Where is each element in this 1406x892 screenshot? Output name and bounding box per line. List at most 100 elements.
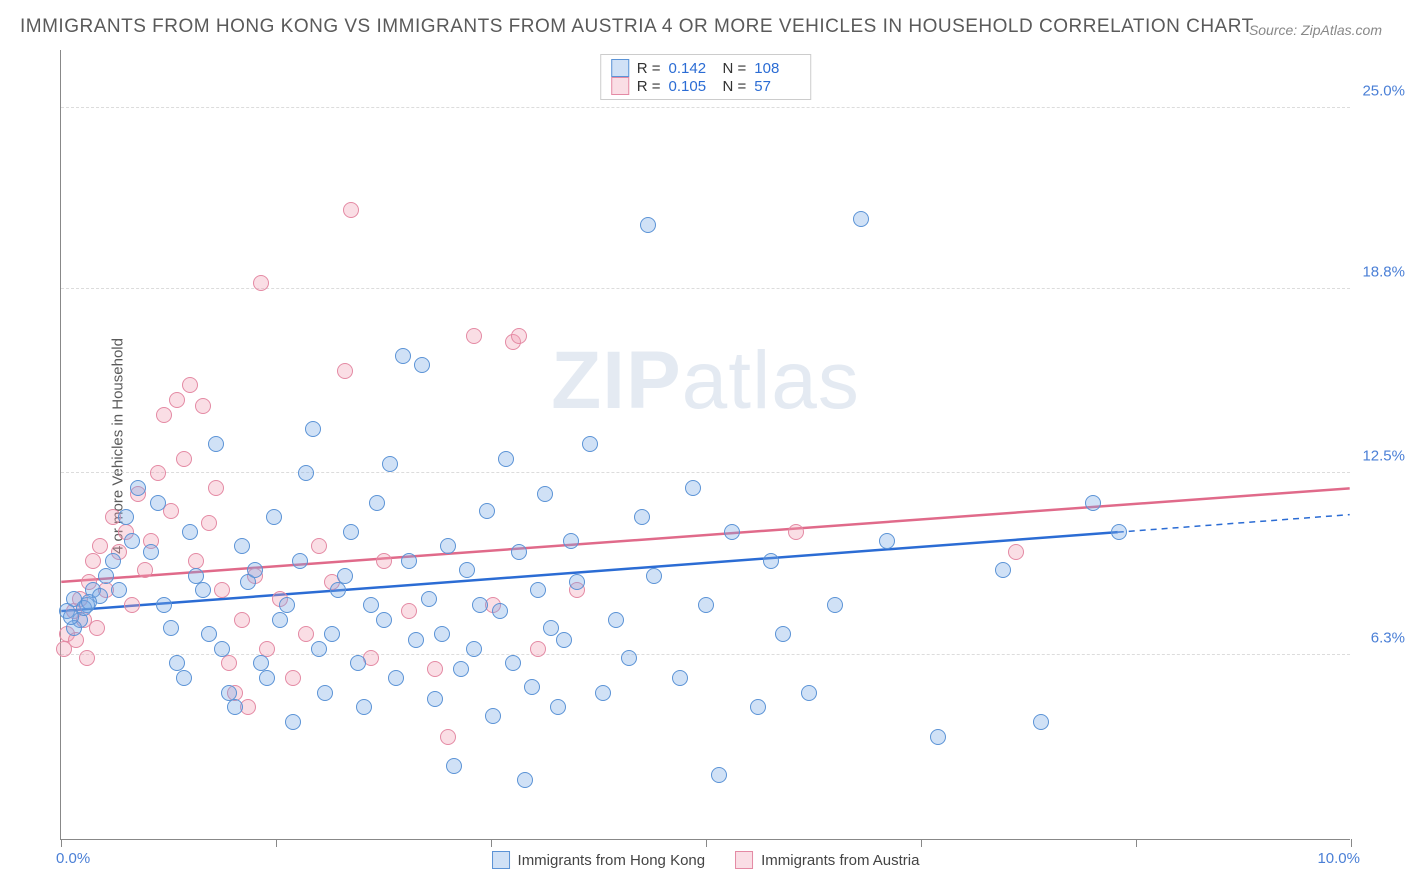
data-point — [788, 524, 804, 540]
gridline — [61, 472, 1350, 473]
data-point — [163, 620, 179, 636]
legend-series: Immigrants from Hong Kong Immigrants fro… — [492, 851, 920, 869]
data-point — [143, 544, 159, 560]
legend-series-label: Immigrants from Austria — [761, 852, 919, 869]
data-point — [330, 582, 346, 598]
data-point — [234, 538, 250, 554]
chart-container: IMMIGRANTS FROM HONG KONG VS IMMIGRANTS … — [0, 0, 1406, 892]
legend-swatch — [611, 77, 629, 95]
data-point — [472, 597, 488, 613]
data-point — [595, 685, 611, 701]
y-tick-label: 18.8% — [1362, 263, 1405, 280]
data-point — [201, 626, 217, 642]
data-point — [356, 699, 372, 715]
data-point — [408, 632, 424, 648]
data-point — [227, 699, 243, 715]
x-tick — [1351, 839, 1352, 847]
data-point — [369, 495, 385, 511]
data-point — [285, 670, 301, 686]
legend-stats: R = 0.142 N = 108 R = 0.105 N = 57 — [600, 54, 812, 100]
data-point — [440, 538, 456, 554]
data-point — [150, 495, 166, 511]
data-point — [150, 465, 166, 481]
data-point — [388, 670, 404, 686]
x-tick — [921, 839, 922, 847]
data-point — [530, 582, 546, 598]
data-point — [530, 641, 546, 657]
data-point — [111, 582, 127, 598]
data-point — [169, 655, 185, 671]
y-tick-label: 25.0% — [1362, 82, 1405, 99]
data-point — [221, 655, 237, 671]
legend-n-value: 108 — [754, 60, 800, 77]
data-point — [188, 553, 204, 569]
data-point — [537, 486, 553, 502]
data-point — [343, 202, 359, 218]
data-point — [176, 451, 192, 467]
data-point — [343, 524, 359, 540]
data-point — [672, 670, 688, 686]
data-point — [253, 655, 269, 671]
data-point — [621, 650, 637, 666]
trendline — [1118, 515, 1350, 533]
data-point — [182, 524, 198, 540]
data-point — [169, 392, 185, 408]
data-point — [214, 582, 230, 598]
data-point — [498, 451, 514, 467]
source-attribution: Source: ZipAtlas.com — [1249, 22, 1382, 38]
data-point — [337, 363, 353, 379]
data-point — [266, 509, 282, 525]
data-point — [563, 533, 579, 549]
data-point — [137, 562, 153, 578]
data-point — [750, 699, 766, 715]
data-point — [401, 603, 417, 619]
data-point — [853, 211, 869, 227]
data-point — [253, 275, 269, 291]
data-point — [188, 568, 204, 584]
x-tick-label-last: 10.0% — [1317, 850, 1360, 867]
data-point — [201, 515, 217, 531]
data-point — [446, 758, 462, 774]
legend-r-label: R = — [637, 78, 661, 95]
x-tick — [491, 839, 492, 847]
data-point — [130, 480, 146, 496]
legend-swatch — [735, 851, 753, 869]
data-point — [350, 655, 366, 671]
data-point — [311, 641, 327, 657]
data-point — [92, 538, 108, 554]
data-point — [698, 597, 714, 613]
data-point — [272, 612, 288, 628]
data-point — [685, 480, 701, 496]
data-point — [63, 609, 79, 625]
data-point — [214, 641, 230, 657]
data-point — [427, 661, 443, 677]
trendline — [61, 532, 1117, 611]
legend-r-value: 0.105 — [669, 78, 715, 95]
data-point — [195, 582, 211, 598]
data-point — [89, 620, 105, 636]
data-point — [485, 708, 501, 724]
data-point — [930, 729, 946, 745]
data-point — [608, 612, 624, 628]
data-point — [517, 772, 533, 788]
x-tick — [276, 839, 277, 847]
trendlines-svg — [61, 50, 1350, 839]
data-point — [285, 714, 301, 730]
legend-swatch — [611, 59, 629, 77]
data-point — [337, 568, 353, 584]
data-point — [305, 421, 321, 437]
data-point — [124, 533, 140, 549]
data-point — [414, 357, 430, 373]
data-point — [81, 594, 97, 610]
data-point — [556, 632, 572, 648]
data-point — [511, 328, 527, 344]
gridline — [61, 654, 1350, 655]
legend-n-label: N = — [723, 78, 747, 95]
data-point — [118, 509, 134, 525]
data-point — [550, 699, 566, 715]
data-point — [582, 436, 598, 452]
data-point — [421, 591, 437, 607]
data-point — [763, 553, 779, 569]
data-point — [363, 597, 379, 613]
legend-r-value: 0.142 — [669, 60, 715, 77]
